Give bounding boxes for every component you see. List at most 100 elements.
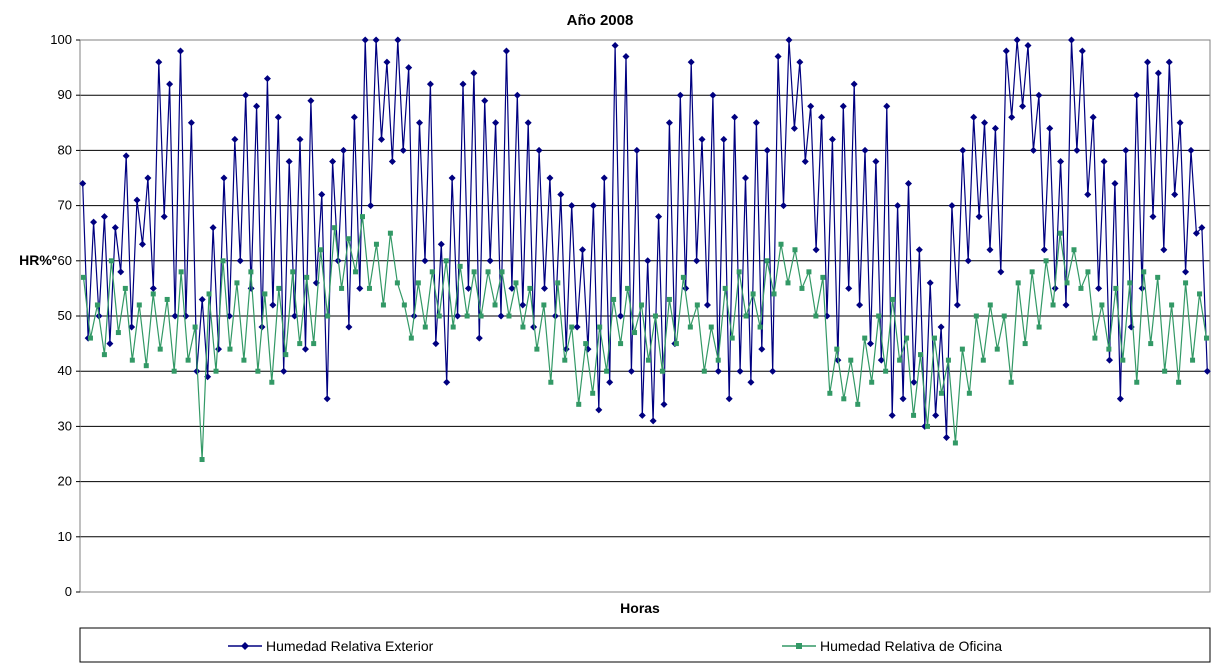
data-point bbox=[1155, 274, 1161, 280]
data-point bbox=[618, 341, 624, 347]
data-point bbox=[750, 291, 756, 297]
data-point bbox=[975, 213, 983, 221]
data-point bbox=[966, 390, 972, 396]
data-point bbox=[101, 352, 107, 358]
data-point bbox=[848, 357, 854, 363]
data-point bbox=[541, 302, 547, 308]
data-point bbox=[138, 240, 146, 248]
data-point bbox=[573, 323, 581, 331]
data-point bbox=[555, 280, 561, 286]
data-point bbox=[527, 285, 533, 291]
data-point bbox=[508, 284, 516, 292]
series-oficina bbox=[80, 214, 1210, 463]
data-point bbox=[502, 47, 510, 55]
data-point bbox=[606, 378, 614, 386]
data-point bbox=[405, 64, 413, 72]
series-line bbox=[82, 216, 1208, 460]
data-point bbox=[241, 357, 247, 363]
data-point bbox=[625, 285, 631, 291]
data-point bbox=[236, 257, 244, 265]
data-point bbox=[1182, 268, 1190, 276]
data-point bbox=[399, 146, 407, 154]
data-point bbox=[1176, 379, 1182, 385]
data-point bbox=[937, 323, 945, 331]
data-point bbox=[780, 202, 788, 210]
data-point bbox=[820, 274, 826, 280]
data-point bbox=[813, 313, 819, 319]
data-point bbox=[703, 301, 711, 309]
data-point bbox=[1141, 269, 1147, 275]
data-point bbox=[959, 146, 967, 154]
data-point bbox=[632, 330, 638, 336]
data-point bbox=[253, 102, 261, 110]
legend-item-oficina: Humedad Relativa de Oficina bbox=[782, 638, 1002, 654]
data-point bbox=[144, 174, 152, 182]
data-point bbox=[1073, 146, 1081, 154]
data-point bbox=[1046, 124, 1054, 132]
data-point bbox=[997, 268, 1005, 276]
data-point bbox=[166, 80, 174, 88]
data-point bbox=[519, 301, 527, 309]
data-point bbox=[655, 213, 663, 221]
data-point bbox=[1165, 58, 1173, 66]
data-point bbox=[1133, 91, 1141, 99]
data-point bbox=[1057, 230, 1063, 236]
data-point bbox=[269, 301, 277, 309]
data-point bbox=[199, 457, 205, 463]
data-point bbox=[731, 113, 739, 121]
data-point bbox=[128, 323, 136, 331]
data-point bbox=[356, 284, 364, 292]
data-point bbox=[242, 91, 250, 99]
data-point bbox=[1120, 357, 1126, 363]
data-point bbox=[459, 80, 467, 88]
data-point bbox=[1176, 119, 1184, 127]
data-point bbox=[262, 291, 268, 297]
data-point bbox=[742, 174, 750, 182]
legend-marker-exterior bbox=[241, 642, 249, 650]
data-point bbox=[339, 146, 347, 154]
data-point bbox=[486, 257, 494, 265]
data-point bbox=[367, 202, 375, 210]
data-point bbox=[290, 269, 296, 275]
data-point bbox=[149, 284, 157, 292]
data-point bbox=[1029, 269, 1035, 275]
data-point bbox=[627, 367, 635, 375]
data-point bbox=[432, 340, 440, 348]
data-point bbox=[325, 313, 331, 319]
data-point bbox=[429, 269, 435, 275]
data-point bbox=[720, 135, 728, 143]
data-point bbox=[925, 423, 930, 429]
data-point bbox=[1024, 42, 1032, 50]
data-point bbox=[725, 395, 733, 403]
data-point bbox=[1198, 224, 1206, 232]
data-point bbox=[764, 258, 770, 264]
y-tick-label: 0 bbox=[65, 584, 72, 599]
data-point bbox=[792, 247, 798, 253]
data-point bbox=[649, 417, 657, 425]
data-point bbox=[807, 102, 815, 110]
data-point bbox=[177, 47, 185, 55]
data-point bbox=[209, 224, 217, 232]
data-point bbox=[973, 313, 979, 319]
data-point bbox=[945, 357, 951, 363]
data-point bbox=[1057, 157, 1065, 165]
data-point bbox=[548, 379, 554, 385]
data-point bbox=[1111, 180, 1119, 188]
data-point bbox=[443, 378, 451, 386]
series-lines bbox=[79, 36, 1211, 463]
data-point bbox=[736, 367, 744, 375]
data-point bbox=[1148, 341, 1154, 347]
data-point bbox=[785, 280, 791, 286]
data-point bbox=[1122, 146, 1130, 154]
data-point bbox=[687, 58, 695, 66]
data-point bbox=[383, 58, 391, 66]
data-point bbox=[1144, 58, 1152, 66]
y-tick-label: 40 bbox=[58, 363, 72, 378]
x-axis-title: Horas bbox=[620, 600, 660, 616]
data-point bbox=[862, 335, 868, 341]
data-point bbox=[801, 157, 809, 165]
data-point bbox=[899, 395, 907, 403]
data-point bbox=[1187, 146, 1195, 154]
